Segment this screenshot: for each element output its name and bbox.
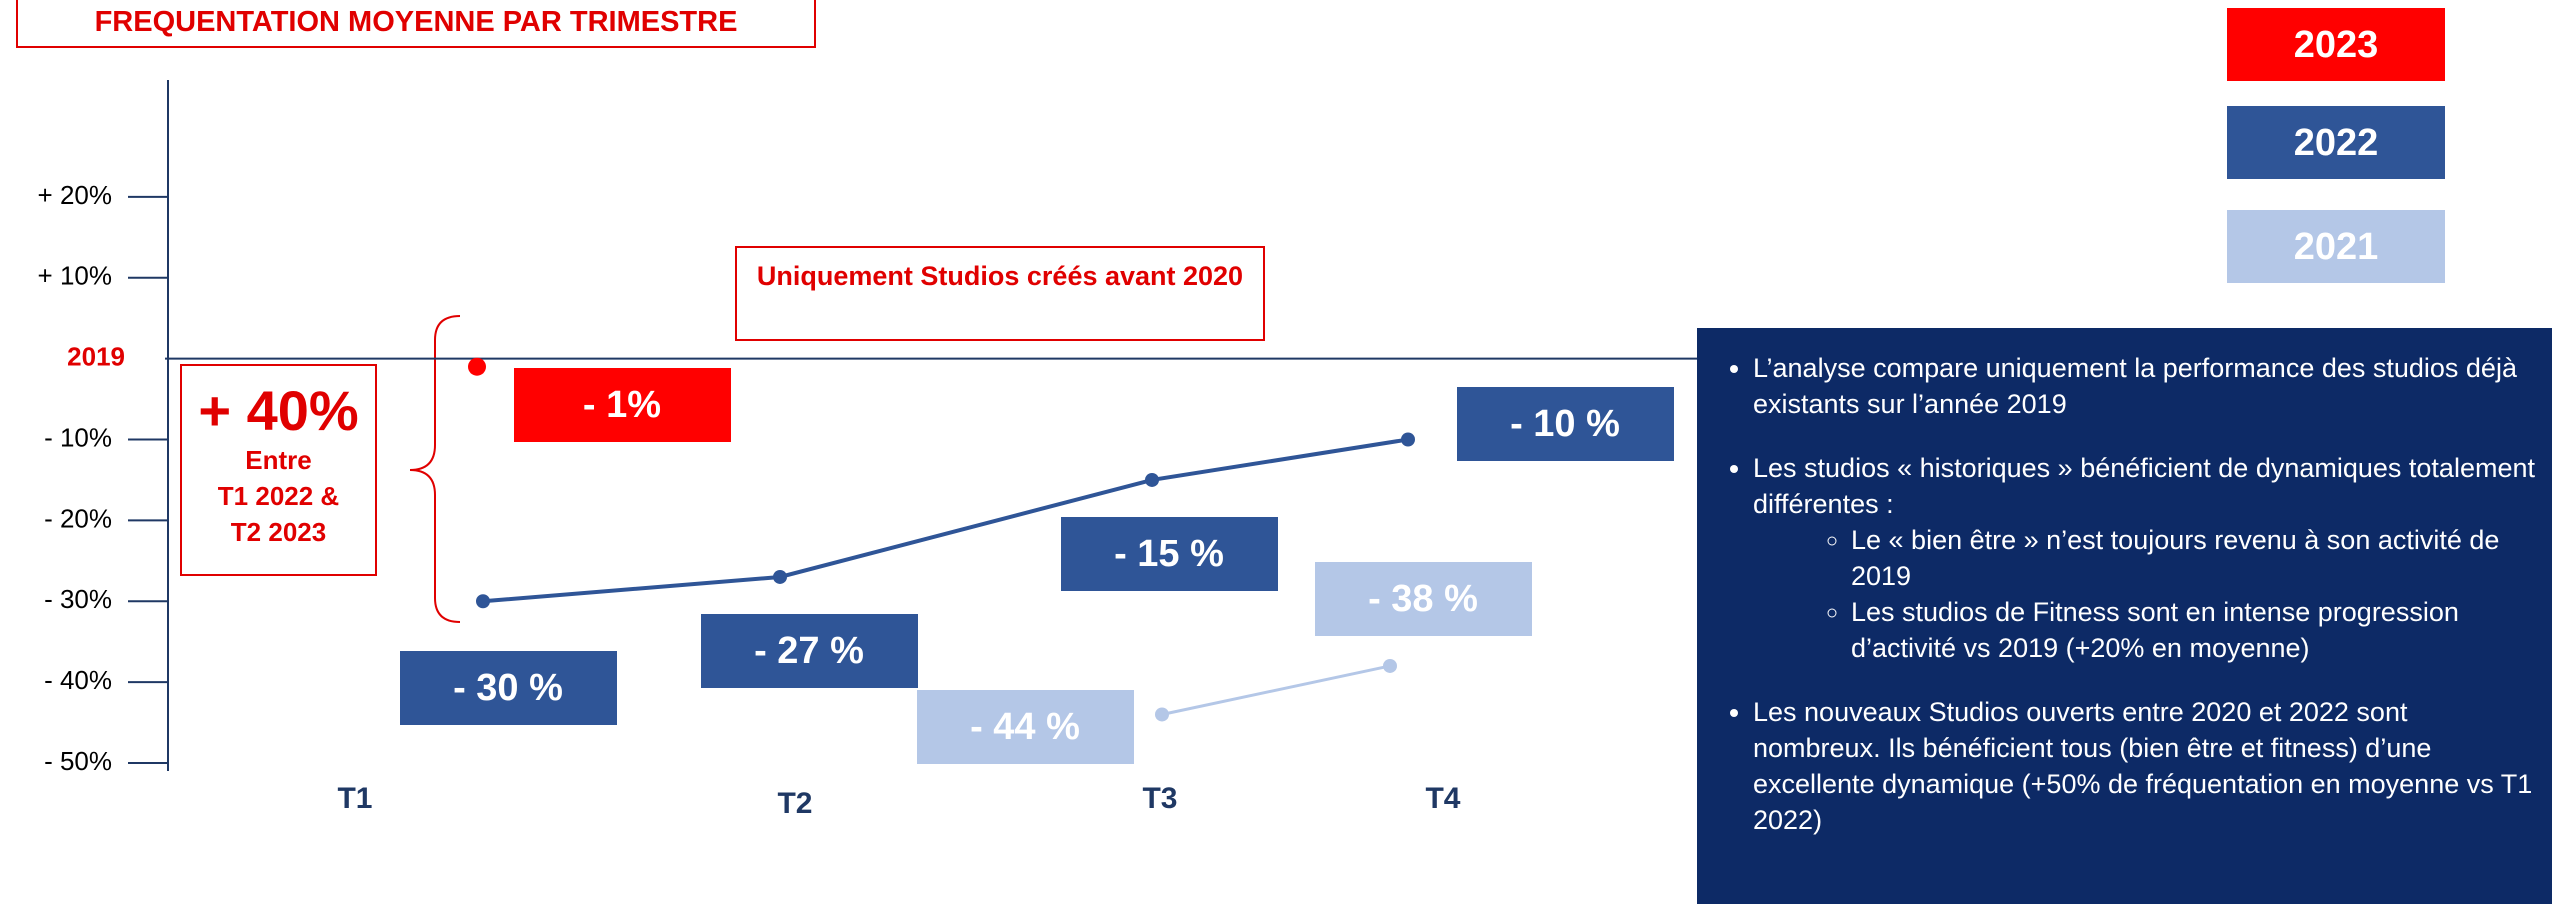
annotation: + 40%: [198, 379, 359, 442]
sub-list: Le « bien être » n’est toujours revenu à…: [1753, 522, 2542, 666]
value-label: - 27 %: [754, 630, 864, 672]
x-tick-label: T3: [1142, 782, 1177, 815]
brace: [409, 315, 461, 623]
value-label: - 1%: [583, 384, 661, 426]
y-tick-label: + 10%: [38, 261, 112, 291]
annotation: Uniquement Studios créés avant 2020: [735, 246, 1265, 341]
data-point: [1383, 658, 1397, 673]
y-tick-label: - 40%: [44, 665, 112, 695]
data-point: [1155, 707, 1169, 722]
annotation: Entre: [245, 445, 312, 475]
legend-label: 2022: [2294, 122, 2379, 164]
y-tick-label: - 10%: [44, 422, 112, 452]
notes-panel: L’analyse compare uniquement la performa…: [1697, 328, 2552, 904]
data-point: [1145, 472, 1159, 487]
sub-bullet: Le « bien être » n’est toujours revenu à…: [1851, 522, 2542, 594]
value-label: - 15 %: [1114, 533, 1224, 575]
data-point: [476, 594, 490, 609]
value-label: - 10 %: [1510, 403, 1620, 445]
value-label-box: [701, 614, 918, 688]
series-line: [482, 437, 1409, 604]
x-tick-label: T2: [777, 787, 812, 820]
data-point: [773, 569, 787, 584]
data-point: [1401, 432, 1415, 447]
x-tick-label: T1: [337, 782, 372, 815]
bullet: Les studios « historiques » bénéficient …: [1753, 450, 2542, 666]
bullet-text: L’analyse compare uniquement la performa…: [1753, 353, 2517, 419]
value-label-box: [514, 368, 731, 442]
y-tick-label: - 20%: [44, 503, 112, 533]
value-label: - 30 %: [453, 667, 563, 709]
legend-swatch: [2227, 210, 2445, 283]
series-line: [1161, 664, 1391, 716]
legend-swatch: [2227, 8, 2445, 81]
legend-label: 2023: [2294, 24, 2379, 66]
y-tick-label: - 50%: [44, 746, 112, 776]
bullet: Les nouveaux Studios ouverts entre 2020 …: [1753, 694, 2542, 838]
bullet-text: Les studios « historiques » bénéficient …: [1753, 453, 2535, 519]
value-label-box: [1315, 562, 1532, 636]
value-label: - 38 %: [1368, 578, 1478, 620]
annotation: T2 2023: [230, 517, 327, 547]
value-label-box: [400, 651, 617, 725]
annotation: T1 2022 &: [217, 481, 340, 511]
value-label: - 44 %: [970, 706, 1080, 748]
chart-title: FREQUENTATION MOYENNE PAR TRIMESTRE: [16, 0, 816, 48]
y-tick-label: + 20%: [38, 180, 112, 210]
value-label-box: [917, 690, 1134, 764]
data-point: [468, 357, 486, 376]
y-tick-label: 2019: [67, 342, 125, 372]
value-label-box: [1457, 387, 1674, 461]
legend-label: 2021: [2294, 226, 2379, 268]
value-label-box: [1061, 517, 1278, 591]
bullet-list: L’analyse compare uniquement la performa…: [1697, 350, 2542, 838]
annotation-box: + 40% Entre T1 2022 & T2 2023: [180, 364, 377, 576]
bullet-text: Les nouveaux Studios ouverts entre 2020 …: [1753, 697, 2533, 835]
legend-swatch: [2227, 106, 2445, 179]
y-tick-label: - 30%: [44, 584, 112, 614]
bullet: L’analyse compare uniquement la performa…: [1753, 350, 2542, 422]
x-tick-label: T4: [1425, 782, 1460, 815]
sub-bullet: Les studios de Fitness sont en intense p…: [1851, 594, 2542, 666]
